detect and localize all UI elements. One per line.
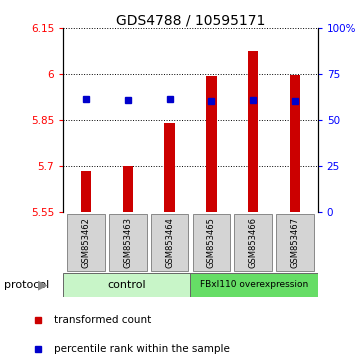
Text: protocol: protocol xyxy=(4,280,49,290)
Bar xyxy=(164,124,175,212)
Bar xyxy=(276,213,313,272)
Bar xyxy=(191,273,318,297)
Text: FBxl110 overexpression: FBxl110 overexpression xyxy=(200,280,308,290)
Text: GSM853464: GSM853464 xyxy=(165,217,174,268)
Bar xyxy=(290,75,300,212)
Bar xyxy=(248,51,258,212)
Bar xyxy=(123,166,133,212)
Text: GSM853467: GSM853467 xyxy=(290,217,299,268)
Bar xyxy=(192,213,230,272)
Text: percentile rank within the sample: percentile rank within the sample xyxy=(54,344,230,354)
Text: control: control xyxy=(108,280,146,290)
Bar xyxy=(63,273,191,297)
Text: GSM853466: GSM853466 xyxy=(248,217,257,268)
Bar xyxy=(68,213,105,272)
Text: GSM853465: GSM853465 xyxy=(207,217,216,268)
Text: GSM853462: GSM853462 xyxy=(82,217,91,268)
Text: ▶: ▶ xyxy=(38,279,48,291)
Bar xyxy=(109,213,147,272)
Bar xyxy=(206,76,217,212)
Bar xyxy=(81,171,91,212)
Bar xyxy=(151,213,188,272)
Bar xyxy=(234,213,272,272)
Title: GDS4788 / 10595171: GDS4788 / 10595171 xyxy=(116,13,265,27)
Text: transformed count: transformed count xyxy=(54,315,151,325)
Text: GSM853463: GSM853463 xyxy=(123,217,132,268)
